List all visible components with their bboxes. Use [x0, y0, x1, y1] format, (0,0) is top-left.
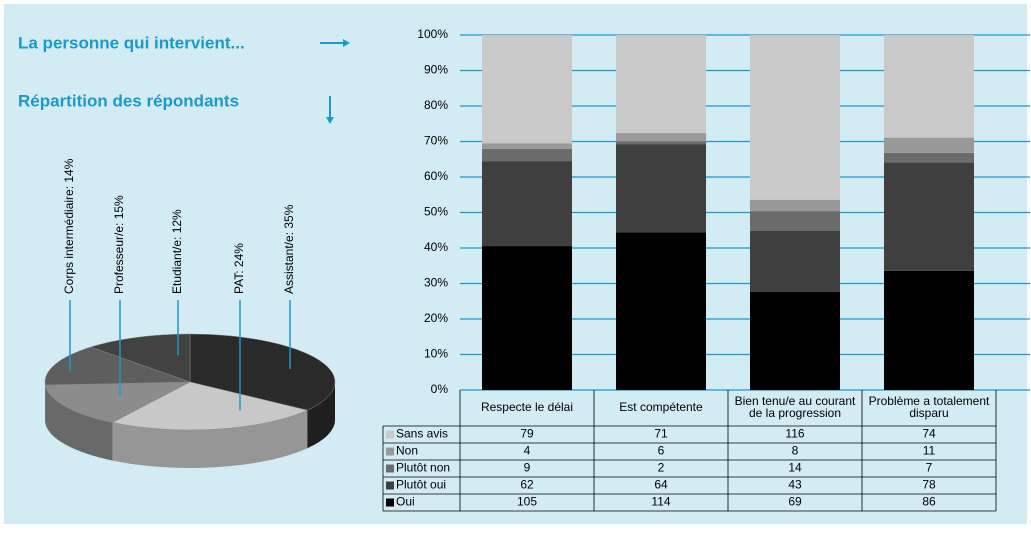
legend-swatch: [386, 499, 394, 507]
bar-segment: [750, 200, 840, 211]
bar-segment: [616, 35, 706, 133]
table-value: 14: [788, 461, 802, 475]
x-tick-label: Respecte le délai: [481, 400, 573, 414]
y-tick-label: 50%: [424, 205, 448, 219]
bar-segment: [482, 246, 572, 390]
bar-segment: [750, 292, 840, 390]
y-tick-label: 80%: [424, 98, 448, 112]
bar-segment: [482, 161, 572, 246]
pie-title: Répartition des répondants: [18, 91, 239, 110]
bar-segment: [482, 149, 572, 161]
y-tick-label: 0%: [431, 382, 449, 396]
table-value: 62: [520, 478, 534, 492]
bar-segment: [482, 143, 572, 148]
table-value: 11: [923, 444, 936, 458]
pie-label: Assistant/e: 35%: [282, 204, 296, 294]
pie-label: PAT: 24%: [232, 243, 246, 294]
legend-swatch: [386, 482, 394, 490]
legend-label: Plutôt oui: [396, 478, 446, 492]
y-tick-label: 10%: [424, 347, 448, 361]
bar-segment: [884, 138, 974, 153]
y-tick-label: 40%: [424, 240, 448, 254]
table-value: 69: [788, 495, 802, 509]
y-tick-label: 30%: [424, 276, 448, 290]
y-tick-label: 60%: [424, 169, 448, 183]
legend-swatch: [386, 431, 394, 439]
legend-swatch: [386, 465, 394, 473]
bar-segment: [616, 144, 706, 232]
pie-label: Professeur/e: 15%: [112, 195, 126, 294]
table-value: 105: [517, 495, 537, 509]
table-value: 86: [922, 495, 936, 509]
legend-label: Plutôt non: [396, 461, 450, 475]
table-value: 8: [792, 444, 799, 458]
table-value: 71: [654, 427, 668, 441]
y-tick-label: 100%: [417, 27, 448, 41]
table-value: 2: [658, 461, 665, 475]
table-value: 9: [524, 461, 531, 475]
table-value: 6: [658, 444, 665, 458]
legend-label: Oui: [396, 495, 415, 509]
bar-segment: [750, 211, 840, 231]
pie-label: Corps intermédiaire: 14%: [62, 158, 76, 294]
table-value: 79: [520, 427, 534, 441]
y-tick-label: 90%: [424, 63, 448, 77]
table-value: 4: [524, 444, 531, 458]
bar-segment: [616, 141, 706, 144]
bar-segment: [750, 231, 840, 292]
table-value: 64: [654, 478, 668, 492]
bar-segment: [750, 35, 840, 200]
table-value: 74: [922, 427, 936, 441]
table-value: 7: [926, 461, 933, 475]
x-tick-label: Est compétente: [619, 400, 703, 414]
legend-label: Sans avis: [396, 427, 448, 441]
y-tick-label: 70%: [424, 134, 448, 148]
y-tick-label: 20%: [424, 311, 448, 325]
bar-segment: [884, 163, 974, 271]
table-value: 78: [922, 478, 936, 492]
chart-title: La personne qui intervient...: [18, 33, 245, 52]
table-value: 43: [788, 478, 802, 492]
pie-label: Etudiant/e: 12%: [170, 209, 184, 294]
bar-segment: [616, 233, 706, 390]
legend-swatch: [386, 448, 394, 456]
bar-segment: [884, 35, 974, 138]
table-value: 116: [785, 427, 804, 441]
bar-segment: [884, 153, 974, 163]
bar-segment: [616, 133, 706, 141]
legend-label: Non: [396, 444, 418, 458]
bar-segment: [482, 35, 572, 143]
bar-segment: [884, 271, 974, 390]
table-value: 114: [651, 495, 670, 509]
